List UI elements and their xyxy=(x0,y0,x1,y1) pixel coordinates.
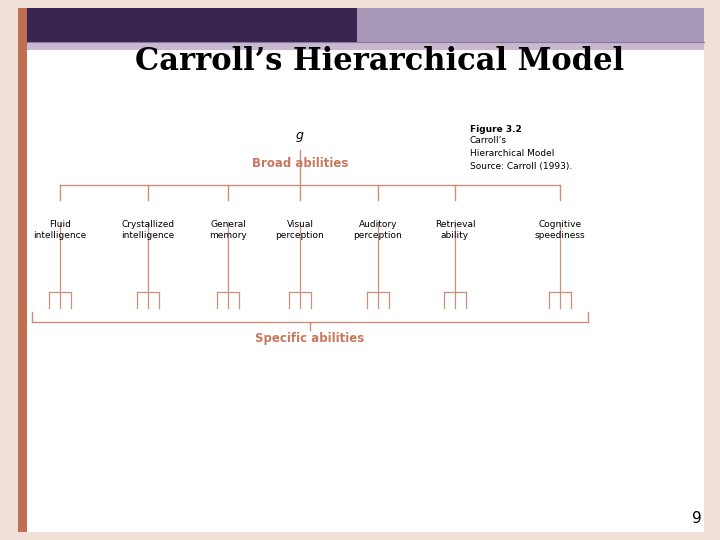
Text: Broad abilities: Broad abilities xyxy=(252,157,348,170)
Text: Carroll’s Hierarchical Model: Carroll’s Hierarchical Model xyxy=(135,46,624,78)
Text: Cognitive
speediness: Cognitive speediness xyxy=(535,220,585,240)
Bar xyxy=(27,42,704,50)
Text: Specific abilities: Specific abilities xyxy=(256,332,364,345)
Text: Figure 3.2: Figure 3.2 xyxy=(470,125,522,134)
Text: Auditory
perception: Auditory perception xyxy=(354,220,402,240)
Text: Crystallized
intelligence: Crystallized intelligence xyxy=(122,220,175,240)
Text: Carroll’s
Hierarchical Model
Source: Carroll (1993).: Carroll’s Hierarchical Model Source: Car… xyxy=(470,136,572,171)
Text: General
memory: General memory xyxy=(209,220,247,240)
Text: g: g xyxy=(296,129,304,142)
Bar xyxy=(27,8,357,42)
Text: Visual
perception: Visual perception xyxy=(276,220,325,240)
Text: Retrieval
ability: Retrieval ability xyxy=(435,220,475,240)
Bar xyxy=(357,8,704,42)
Bar xyxy=(18,8,27,532)
Text: 9: 9 xyxy=(692,511,702,526)
Text: Fluid
intelligence: Fluid intelligence xyxy=(33,220,86,240)
